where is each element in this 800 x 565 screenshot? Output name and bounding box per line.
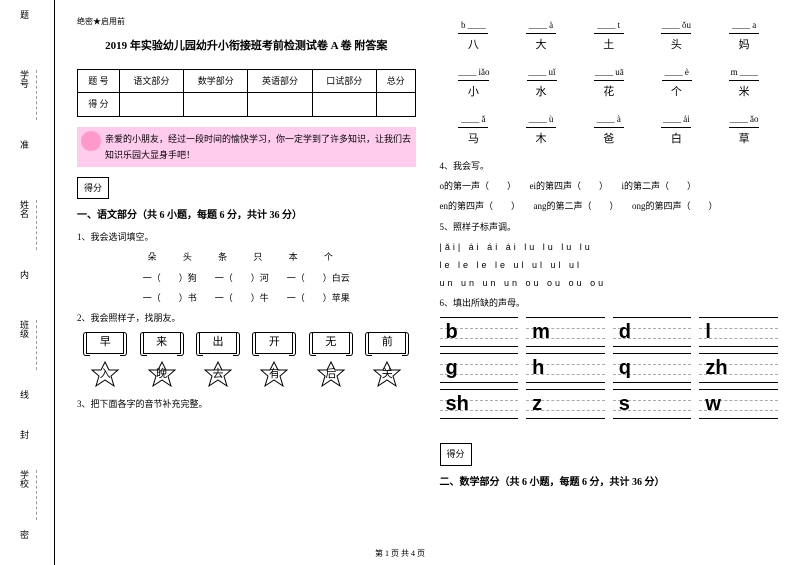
intro-text: 亲爱的小朋友，经过一段时间的愉快学习，你一定学到了许多知识，让我们去知识乐园大显… [105,131,412,163]
score-table: 题 号 语文部分 数学部分 英语部分 口试部分 总分 得 分 [77,69,416,116]
margin-label: 内 [18,270,31,279]
blank-line: 一（ ）狗 一（ ）河 一（ ）白云 [77,270,416,286]
q4-line: o的第一声（ ） ei的第四声（ ） i的第二声（ ） [440,178,779,194]
letter-cell: s [613,389,692,419]
page-footer: 第 1 页 共 4 页 [0,548,800,559]
pinyin-row: ____ iǎo ____ uǐ ____ uā ____ è m ____ [440,64,779,81]
margin-line [36,470,37,520]
exam-page: 题 学号 准 姓名 内 班级 线 封 学校 密 绝密★启用前 2019 年实验幼… [0,0,800,565]
tone-line: le le le le ul ul ul ul [440,257,779,273]
letter-cell: z [526,389,605,419]
letter-cell: h [526,353,605,383]
question-5: 5、照样子标声调。 [440,219,779,235]
question-4: 4、我会写。 [440,158,779,174]
margin-label: 准 [18,140,31,149]
letter-table: b m d l g h q zh sh z s w [440,317,779,419]
char-row: 八 大 土 头 妈 [440,36,779,56]
flag-item: 出 [199,332,237,354]
star-item: 后 [310,360,352,390]
tone-line: |ǎi| ái ái ái lu lu lu lu [440,239,779,255]
th: 总分 [376,70,415,93]
pinyin-row: b ____ ____ à ____ t ____ ǒu ____ a [440,17,779,34]
flag-item: 无 [312,332,350,354]
star-row: 入 晚 去 有 后 关 [77,360,416,390]
margin-line [36,200,37,250]
margin-line [36,320,37,370]
letter-cell: m [526,317,605,347]
score-box: 得分 [440,443,472,465]
score-box: 得分 [77,177,109,199]
char-row: 小 水 花 个 米 [440,83,779,103]
flag-item: 前 [368,332,406,354]
td [119,93,183,116]
th: 英语部分 [248,70,312,93]
letter-cell: g [440,353,519,383]
star-item: 去 [197,360,239,390]
margin-label: 学校 [18,470,31,488]
right-column: b ____ ____ à ____ t ____ ǒu ____ a 八 大 … [428,15,791,555]
td [184,93,248,116]
letter-cell: d [613,317,692,347]
flag-item: 早 [86,332,124,354]
th: 语文部分 [119,70,183,93]
letter-cell: q [613,353,692,383]
section-heading: 一、语文部分（共 6 小题，每题 6 分，共计 36 分） [77,207,416,225]
margin-label: 姓名 [18,200,31,218]
q4-line: en的第四声（ ） ang的第二声（ ） ong的第四声（ ） [440,198,779,214]
margin-line [36,70,37,120]
letter-cell: zh [699,353,778,383]
star-item: 有 [253,360,295,390]
margin-label: 题 [18,10,31,19]
exam-title: 2019 年实验幼儿园幼升小衔接班考前检测试卷 A 卷 附答案 [77,37,416,57]
binding-margin: 题 学号 准 姓名 内 班级 线 封 学校 密 [0,0,55,565]
margin-label: 密 [18,530,31,539]
margin-label: 封 [18,430,31,439]
blank-line: 一（ ）书 一（ ）牛 一（ ）苹果 [77,290,416,306]
question-2: 2、我会照样子，找朋友。 [77,310,416,326]
question-3: 3、把下面各字的音节补充完整。 [77,396,416,412]
star-item: 关 [366,360,408,390]
left-column: 绝密★启用前 2019 年实验幼儿园幼升小衔接班考前检测试卷 A 卷 附答案 题… [65,15,428,555]
content-area: 绝密★启用前 2019 年实验幼儿园幼升小衔接班考前检测试卷 A 卷 附答案 题… [55,0,800,565]
letter-row: sh z s w [440,389,779,419]
star-item: 晚 [141,360,183,390]
td [312,93,376,116]
flag-item: 开 [255,332,293,354]
letter-cell: sh [440,389,519,419]
intro-box: 亲爱的小朋友，经过一段时间的愉快学习，你一定学到了许多知识，让我们去知识乐园大显… [77,127,416,167]
mascot-icon [81,131,101,151]
letter-row: b m d l [440,317,779,347]
letter-cell: l [699,317,778,347]
th: 数学部分 [184,70,248,93]
question-6: 6、填出所缺的声母。 [440,295,779,311]
td [376,93,415,116]
letter-cell: b [440,317,519,347]
td: 得 分 [78,93,120,116]
letter-cell: w [699,389,778,419]
pinyin-row: ____ ǎ ____ ù ____ à ____ ái ____ ǎo [440,111,779,128]
word-bank: 朵 头 条 只 本 个 [77,249,416,265]
question-1: 1、我会选词填空。 [77,229,416,245]
margin-label: 线 [18,390,31,399]
flag-row: 早 来 出 开 无 前 [77,332,416,354]
margin-label: 学号 [18,70,31,88]
tone-line: un un un un ou ou ou ou [440,275,779,291]
margin-label: 班级 [18,320,31,338]
th: 口试部分 [312,70,376,93]
letter-row: g h q zh [440,353,779,383]
char-row: 马 木 爸 白 草 [440,130,779,150]
flag-item: 来 [143,332,181,354]
star-item: 入 [84,360,126,390]
th: 题 号 [78,70,120,93]
secret-label: 绝密★启用前 [77,15,416,29]
td [248,93,312,116]
section-heading: 二、数学部分（共 6 小题，每题 6 分，共计 36 分） [440,474,779,492]
